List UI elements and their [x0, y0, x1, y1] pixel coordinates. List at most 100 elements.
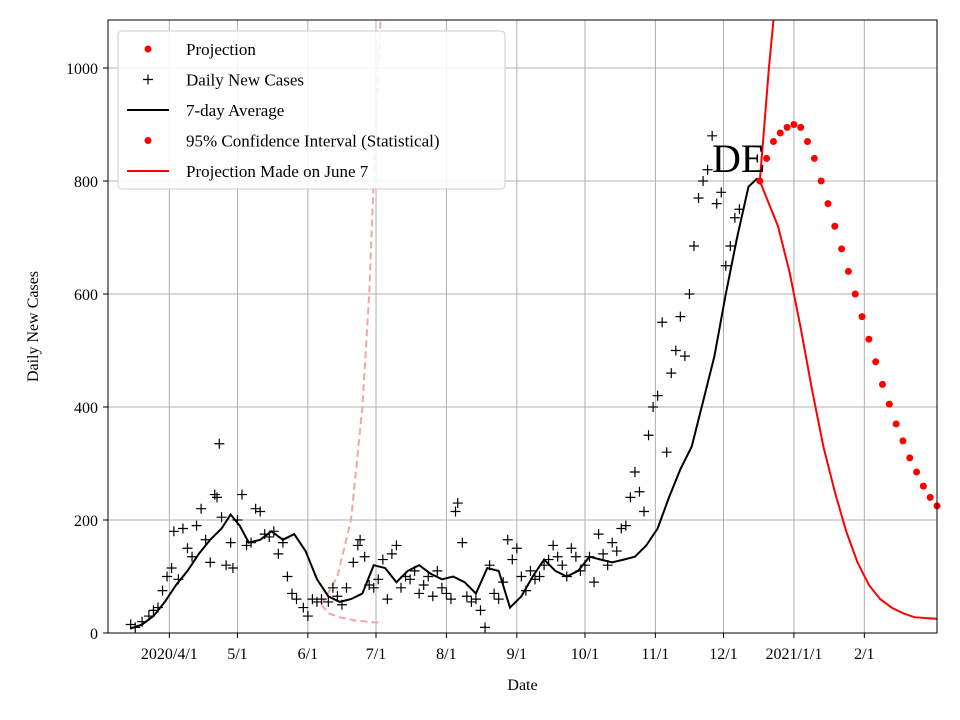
- x-tick-label: 9/1: [507, 646, 527, 663]
- daily-case-point: [182, 543, 193, 554]
- daily-case-point: [598, 548, 609, 559]
- daily-case-point: [525, 565, 536, 576]
- legend-box: [117, 30, 506, 190]
- y-axis-label: Daily New Cases: [25, 271, 42, 382]
- legend-label: Projection Made on June 7: [186, 162, 369, 181]
- daily-case-point: [707, 130, 718, 141]
- daily-case-point: [661, 447, 672, 458]
- daily-case-point: [418, 579, 429, 590]
- daily-case-point: [625, 492, 636, 503]
- daily-case-point: [373, 574, 384, 585]
- daily-case-point: [205, 557, 216, 568]
- daily-case-point: [405, 574, 416, 585]
- daily-case-point: [702, 164, 713, 175]
- daily-case-point: [177, 523, 188, 534]
- projection-point: [885, 400, 893, 408]
- daily-case-point: [382, 594, 393, 605]
- x-tick-label: 7/1: [366, 646, 386, 663]
- daily-case-point: [457, 537, 468, 548]
- daily-case-point: [557, 560, 568, 571]
- daily-case-point: [461, 591, 472, 602]
- daily-case-point: [332, 591, 343, 602]
- daily-case-point: [548, 540, 559, 551]
- projection-point: [899, 437, 907, 445]
- daily-case-point: [286, 588, 297, 599]
- daily-case-point: [570, 551, 581, 562]
- y-tick-label: 400: [74, 400, 98, 417]
- y-tick-label: 1000: [66, 61, 98, 78]
- daily-case-point: [480, 622, 491, 633]
- daily-case-point: [511, 543, 522, 554]
- daily-case-point: [470, 594, 481, 605]
- daily-case-point: [693, 192, 704, 203]
- projection-point: [817, 177, 825, 185]
- projection-point: [844, 267, 852, 275]
- projection-point: [810, 154, 818, 162]
- projection-series: [756, 121, 941, 510]
- daily-case-point: [502, 534, 513, 545]
- confidence-interval-series: [758, 20, 937, 620]
- legend-label: 7-day Average: [186, 101, 284, 120]
- projection-point: [797, 123, 805, 131]
- daily-case-point: [489, 588, 500, 599]
- daily-case-point: [273, 548, 284, 559]
- confidence-interval-upper-line: [758, 20, 775, 182]
- projection-point: [892, 420, 900, 428]
- daily-case-point: [187, 551, 198, 562]
- daily-case-point: [221, 560, 232, 571]
- daily-case-point: [507, 554, 518, 565]
- daily-case-point: [679, 351, 690, 362]
- daily-case-point: [157, 585, 168, 596]
- legend-label: Projection: [186, 40, 256, 59]
- projection-point: [906, 454, 914, 462]
- daily-case-point: [355, 534, 366, 545]
- daily-case-point: [327, 582, 338, 593]
- daily-case-point: [359, 551, 370, 562]
- daily-case-point: [391, 540, 402, 551]
- y-tick-label: 600: [74, 287, 98, 304]
- daily-case-point: [323, 596, 334, 607]
- projection-point: [776, 129, 784, 137]
- daily-case-point: [341, 582, 352, 593]
- projection-point: [913, 468, 921, 476]
- daily-case-point: [657, 317, 668, 328]
- x-tick-label: 8/1: [436, 646, 456, 663]
- daily-case-point: [386, 548, 397, 559]
- daily-case-point: [675, 311, 686, 322]
- daily-case-point: [716, 187, 727, 198]
- daily-case-point: [698, 176, 709, 187]
- projection-point: [804, 137, 812, 145]
- daily-case-point: [414, 588, 425, 599]
- x-tick-label: 2021/1/1: [765, 646, 822, 663]
- daily-case-point: [445, 594, 456, 605]
- x-tick-label: 2020/4/1: [141, 646, 198, 663]
- daily-case-point: [168, 526, 179, 537]
- daily-case-point: [214, 438, 225, 449]
- daily-new-cases-series: [125, 130, 745, 633]
- daily-case-point: [620, 520, 631, 531]
- x-tick-label: 6/1: [298, 646, 318, 663]
- projection-point: [878, 380, 886, 388]
- daily-case-point: [377, 554, 388, 565]
- projection-point: [769, 137, 777, 145]
- daily-case-point: [368, 582, 379, 593]
- daily-case-point: [516, 571, 527, 582]
- projection-point: [790, 121, 798, 129]
- daily-case-point: [688, 240, 699, 251]
- daily-case-point: [432, 565, 443, 576]
- y-tick-label: 200: [74, 513, 98, 530]
- daily-case-point: [684, 289, 695, 300]
- projection-point: [824, 200, 832, 208]
- x-tick-label: 11/1: [641, 646, 669, 663]
- daily-case-point: [237, 489, 248, 500]
- legend-dot-icon: [144, 137, 152, 144]
- x-tick-label: 12/1: [709, 646, 737, 663]
- projection-point: [919, 482, 927, 490]
- daily-case-point: [639, 506, 650, 517]
- daily-case-point: [436, 582, 447, 593]
- daily-case-point: [216, 512, 227, 523]
- seven-day-average-series: [130, 177, 759, 630]
- legend-plus-icon: [143, 74, 153, 85]
- axis-ticks: 2020/4/1 5/1 6/1 7/1 8/1 9/1 10/1 11/1 12/1 2021/…: [66, 61, 875, 663]
